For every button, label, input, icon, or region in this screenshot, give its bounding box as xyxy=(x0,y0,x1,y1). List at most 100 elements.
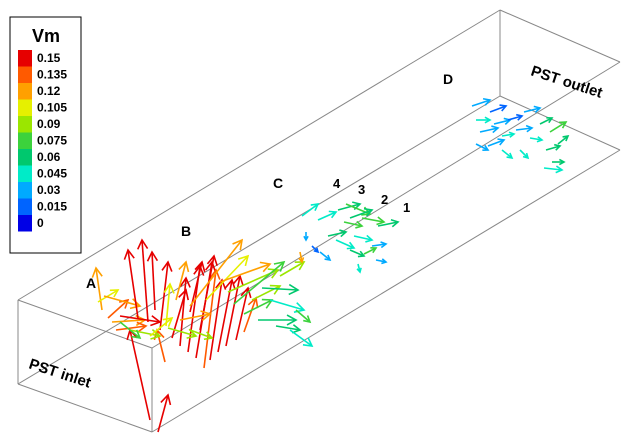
arrow-head xyxy=(203,331,214,341)
arrow-head xyxy=(328,210,338,219)
arrow-head xyxy=(562,134,570,142)
arrow-head xyxy=(161,260,173,272)
arrow-shaft xyxy=(175,261,187,301)
arrow-shaft xyxy=(127,249,139,319)
velocity-arrow xyxy=(475,143,490,152)
arrow-shaft xyxy=(289,329,313,347)
arrow-shaft xyxy=(353,235,373,241)
arrow-head xyxy=(482,144,490,152)
arrow-shaft xyxy=(203,269,217,369)
velocity-arrow xyxy=(219,261,272,283)
arrow-shaft xyxy=(167,327,197,337)
arrow-shaft xyxy=(219,263,271,283)
arrow-head xyxy=(482,97,492,106)
arrow-shaft xyxy=(159,261,169,331)
tank-outline xyxy=(17,9,621,433)
velocity-arrow xyxy=(136,238,149,323)
arrow-shaft xyxy=(95,267,103,311)
velocity-arrow xyxy=(301,203,320,217)
inlet-label: PST inlet xyxy=(27,356,93,392)
arrow-shaft xyxy=(179,277,187,347)
arrow-shaft xyxy=(501,133,515,137)
legend-tick-label: 0.075 xyxy=(37,134,67,148)
edge-back-top xyxy=(499,9,621,63)
arrow-shaft xyxy=(115,325,147,331)
arrow-head xyxy=(558,158,566,166)
arrow-shaft xyxy=(471,99,491,107)
legend-tick-label: 0.105 xyxy=(37,101,67,115)
arrow-head xyxy=(269,284,282,295)
arrow-head xyxy=(363,207,374,217)
arrow-head xyxy=(370,246,378,254)
velocity-arrow xyxy=(529,136,544,143)
arrow-head xyxy=(536,136,544,143)
arrow-shaft xyxy=(243,297,257,333)
arrow-shaft xyxy=(371,243,387,247)
arrow-head xyxy=(303,235,309,242)
velocity-arrow xyxy=(549,121,568,133)
arrow-shaft xyxy=(261,287,299,291)
arrow-head xyxy=(357,250,366,258)
arrow-shaft xyxy=(279,261,305,277)
velocity-arrow xyxy=(279,261,306,277)
velocity-arrow xyxy=(523,105,542,113)
velocity-arrow xyxy=(179,276,191,347)
arrow-head xyxy=(381,258,388,265)
arrow-head xyxy=(380,241,388,249)
velocity-arrow xyxy=(471,97,492,107)
arrow-shaft xyxy=(349,249,365,257)
legend-entries: 0.15 0.135 0.12 0.105 0.09 0.075 0.06 0.045 0.03… xyxy=(18,50,67,232)
arrow-shaft xyxy=(199,255,215,331)
arrow-shaft xyxy=(375,259,387,263)
arrow-head xyxy=(186,328,198,339)
velocity-arrow xyxy=(501,131,516,138)
velocity-arrow xyxy=(91,266,103,311)
arrow-head xyxy=(288,283,300,296)
arrow-head xyxy=(324,254,332,262)
legend-swatch xyxy=(18,182,32,199)
velocity-arrow xyxy=(289,329,314,347)
legend-swatch xyxy=(18,215,32,232)
arrow-shaft xyxy=(129,329,151,421)
arrow-shaft xyxy=(487,139,505,147)
arrow-shaft xyxy=(343,221,363,227)
velocity-arrow xyxy=(349,207,374,219)
velocity-arrow xyxy=(557,134,570,145)
arrow-head xyxy=(179,276,191,288)
labels: PST inlet PST outlet A B C D 4 3 2 1 xyxy=(27,63,605,392)
velocity-arrow xyxy=(157,393,172,433)
legend-swatch xyxy=(18,99,32,116)
arrow-shaft xyxy=(557,135,569,145)
arrow-shaft xyxy=(225,275,241,347)
arrow-shaft xyxy=(543,167,563,171)
legend-tick-label: 0.06 xyxy=(37,150,61,164)
arrow-head xyxy=(209,268,221,280)
velocity-arrow xyxy=(295,309,312,324)
arrow-shaft xyxy=(523,107,541,113)
velocity-arrow xyxy=(375,258,388,265)
arrow-head xyxy=(160,393,172,406)
arrow-head xyxy=(162,316,174,328)
arrow-shaft xyxy=(119,315,161,323)
arrow-head xyxy=(259,261,272,273)
velocity-arrow xyxy=(377,219,400,228)
arrow-shaft xyxy=(107,299,129,319)
arrow-head xyxy=(346,241,356,250)
arrow-head xyxy=(506,152,514,160)
arrow-head xyxy=(215,278,227,290)
arrow-head xyxy=(194,260,206,273)
velocity-arrow xyxy=(487,138,506,147)
arrow-shaft xyxy=(529,137,543,141)
velocity-arrow xyxy=(243,298,274,315)
arrow-shaft xyxy=(235,287,249,341)
arrow-head xyxy=(484,116,492,124)
arrow-shaft xyxy=(337,203,361,211)
arrow-shaft xyxy=(299,251,303,263)
arrow-shaft xyxy=(129,329,161,337)
arrow-head xyxy=(286,314,298,326)
arrow-head xyxy=(491,125,500,134)
arrow-head xyxy=(240,286,252,299)
velocity-arrow xyxy=(353,234,374,243)
zone-label-a: A xyxy=(86,275,96,291)
arrow-head xyxy=(355,220,364,229)
